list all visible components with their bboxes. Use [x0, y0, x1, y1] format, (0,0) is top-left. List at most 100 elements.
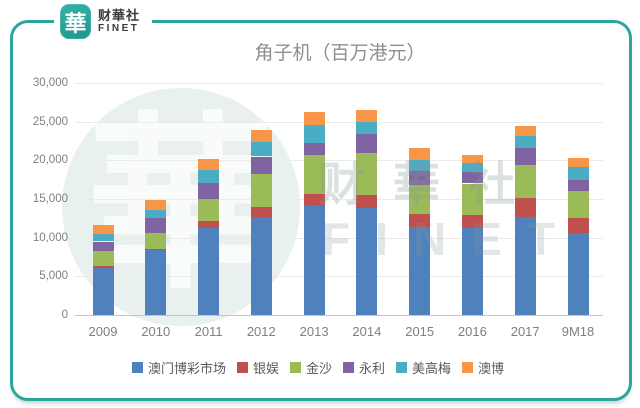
x-tick-label: 2014	[352, 324, 382, 339]
legend-label: 澳门博彩市场	[147, 361, 226, 376]
legend-label: 永利	[359, 361, 386, 376]
y-tick-label: 20,000	[32, 154, 68, 166]
bar-segment-澳博-2013	[303, 111, 325, 125]
bar-segment-银娱-2017	[514, 198, 536, 217]
grid-line	[75, 199, 603, 200]
bar-segment-澳门博彩市场-2015	[409, 226, 431, 315]
x-tick-label: 2015	[405, 324, 435, 339]
bar-segment-银娱-2011	[198, 221, 220, 229]
x-tick-label: 2012	[246, 324, 276, 339]
grid-line	[75, 238, 603, 239]
bar-segment-澳博-2015	[409, 148, 431, 161]
bar-segment-永利-2011	[198, 182, 220, 199]
bar-segment-澳门博彩市场-2009	[92, 267, 114, 315]
legend-label: 美高梅	[412, 361, 452, 376]
grid-line	[75, 276, 603, 277]
bar-segment-银娱-2013	[303, 193, 325, 206]
legend-swatch	[131, 362, 143, 373]
bar-segment-澳博-2014	[356, 110, 378, 122]
bar-segment-美高梅-2013	[303, 124, 325, 143]
bar-segment-澳门博彩市场-2012	[250, 216, 272, 315]
x-axis-line	[75, 315, 603, 316]
bar-segment-永利-2016	[461, 171, 483, 184]
legend-item-美高梅: 美高梅	[396, 358, 451, 377]
bar-segment-银娱-9M18	[567, 218, 589, 233]
bar-segment-美高梅-2017	[514, 136, 536, 148]
y-tick-label: 0	[61, 309, 68, 321]
bar-segment-银娱-2012	[250, 206, 272, 217]
legend-item-永利: 永利	[343, 358, 385, 377]
bar-segment-金沙-2014	[356, 152, 378, 196]
bar-segment-银娱-2015	[409, 213, 431, 227]
bar-segment-澳门博彩市场-2014	[356, 208, 378, 315]
bar-segment-美高梅-2016	[461, 163, 483, 172]
legend-swatch	[289, 362, 301, 373]
bar-segment-澳博-9M18	[567, 158, 589, 167]
watermark-subtext: FINET	[322, 213, 580, 265]
legend-item-银娱: 银娱	[236, 358, 279, 377]
brand-subname: FINET	[98, 23, 140, 34]
legend-item-澳门博彩市场: 澳门博彩市场	[131, 358, 226, 377]
bar-segment-金沙-9M18	[567, 191, 589, 219]
bar-segment-银娱-2016	[461, 215, 483, 229]
bar-segment-金沙-2013	[303, 154, 325, 194]
bar-segment-银娱-2010	[145, 248, 167, 250]
x-tick-label: 2013	[299, 324, 329, 339]
bar-segment-金沙-2012	[250, 173, 272, 207]
legend-swatch	[396, 362, 408, 373]
frame-border	[10, 20, 632, 401]
watermark-logo-glyph: 華	[87, 102, 275, 311]
x-tick-label: 9M18	[561, 324, 595, 339]
bar-segment-金沙-2009	[92, 250, 114, 267]
bar-segment-美高梅-2010	[145, 209, 167, 219]
chart-title: 角子机（百万港元）	[254, 43, 426, 64]
bar-segment-永利-2014	[356, 134, 378, 153]
watermark-text: 财華社	[318, 158, 543, 211]
bar-segment-美高梅-9M18	[567, 166, 589, 180]
bar-segment-澳门博彩市场-2013	[303, 205, 325, 315]
x-tick-label: 2016	[457, 324, 487, 339]
bar-segment-银娱-2009	[92, 266, 114, 268]
grid-line	[75, 122, 603, 123]
bar-segment-永利-2013	[303, 142, 325, 155]
legend-label: 银娱	[252, 361, 279, 376]
chart-legend: 澳门博彩市场 银娱 金沙 永利 美高梅 澳博	[10, 358, 626, 377]
y-tick-label: 10,000	[32, 232, 68, 244]
x-tick-label: 2009	[88, 324, 118, 339]
bar-segment-金沙-2016	[461, 183, 483, 216]
bar-segment-澳博-2011	[198, 158, 220, 171]
bar-segment-金沙-2015	[409, 185, 431, 214]
bar-segment-美高梅-2014	[356, 121, 378, 135]
x-tick-label: 2011	[194, 324, 223, 339]
bar-segment-美高梅-2012	[250, 141, 272, 157]
brand-name: 财華社	[98, 8, 141, 23]
bar-segment-澳博-2017	[514, 126, 536, 137]
grid-line	[75, 83, 603, 84]
bar-segment-澳博-2010	[145, 199, 167, 210]
x-tick-label: 2010	[141, 324, 171, 339]
bar-segment-澳门博彩市场-2010	[145, 250, 167, 315]
brand-logo: 華 财華社 FINET	[54, 2, 153, 41]
y-tick-label: 15,000	[32, 193, 68, 205]
bar-segment-澳门博彩市场-9M18	[567, 233, 589, 315]
legend-label: 金沙	[305, 361, 332, 376]
bar-segment-金沙-2017	[514, 165, 536, 199]
y-tick-label: 5,000	[39, 270, 68, 282]
bar-segment-澳门博彩市场-2017	[514, 216, 536, 315]
legend-item-金沙: 金沙	[289, 358, 332, 377]
bar-segment-永利-9M18	[567, 179, 589, 192]
bar-segment-澳博-2009	[92, 224, 114, 234]
legend-swatch	[236, 362, 248, 373]
bar-segment-永利-2009	[92, 241, 114, 251]
finet-logo-icon: 華	[60, 4, 91, 39]
bar-segment-永利-2017	[514, 148, 536, 165]
bar-segment-永利-2015	[409, 171, 431, 186]
bar-segment-美高梅-2011	[198, 170, 220, 183]
legend-swatch	[462, 362, 474, 373]
grid-line	[75, 160, 603, 161]
brand-text: 财華社 FINET	[98, 9, 140, 34]
bar-segment-澳门博彩市场-2011	[198, 228, 220, 315]
legend-swatch	[343, 362, 354, 373]
